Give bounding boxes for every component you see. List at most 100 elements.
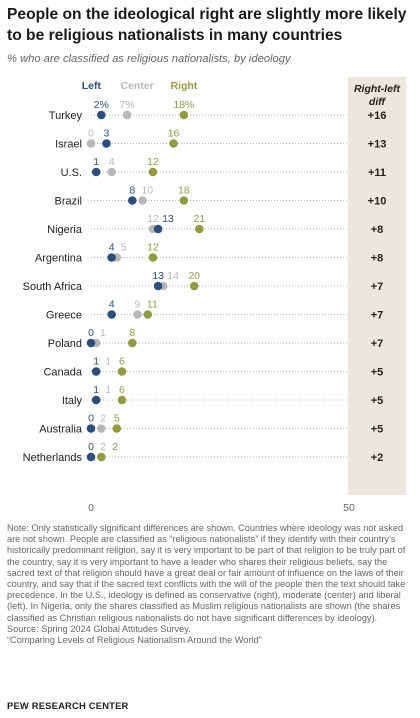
dot-center <box>133 310 142 319</box>
value-label-left: 4 <box>109 299 115 311</box>
diff-value: +10 <box>368 196 387 208</box>
dot-left <box>91 395 101 405</box>
value-label-left: 4 <box>109 242 115 254</box>
dot-right <box>117 395 127 405</box>
country-label: Brazil <box>54 196 82 208</box>
value-label-right: 18 <box>178 185 190 197</box>
diff-value: +2 <box>371 452 384 464</box>
dot-right <box>117 367 127 376</box>
value-label-left: 1 <box>93 384 99 396</box>
dot-right <box>189 281 199 291</box>
value-label-center: 2 <box>100 441 106 453</box>
dot-right <box>179 110 189 120</box>
source-text: Source: Spring 2024 Global Attitudes Sur… <box>7 623 191 634</box>
country-label: Netherlands <box>23 452 83 464</box>
diff-value: +5 <box>371 424 384 436</box>
country-label: Italy <box>62 395 83 407</box>
value-label-left: 13 <box>152 270 164 282</box>
diff-value: +7 <box>371 281 384 293</box>
dot-right <box>127 338 137 348</box>
dot-left <box>91 367 101 376</box>
value-label-left: 1 <box>93 156 99 168</box>
diff-value: +7 <box>371 338 384 350</box>
dot-right <box>148 167 158 177</box>
dot-center <box>122 110 132 120</box>
country-label: Australia <box>39 424 83 436</box>
diff-value: +5 <box>371 395 384 407</box>
dot-left <box>127 196 137 205</box>
country-label: Greece <box>46 310 82 322</box>
dot-left <box>86 452 96 462</box>
value-label-left: 0 <box>88 327 94 339</box>
diff-value: +7 <box>371 310 384 322</box>
value-label-right: 21 <box>194 213 206 225</box>
dot-right <box>195 224 204 234</box>
value-label-center: 14 <box>167 270 179 282</box>
x-tick-label: 0 <box>88 502 94 514</box>
value-label-center: 2 <box>100 413 106 425</box>
diff-value: +8 <box>371 224 384 236</box>
dot-center <box>138 196 147 205</box>
value-label-center: 9 <box>135 299 141 311</box>
value-label-center: 12 <box>147 213 159 225</box>
country-label: Israel <box>55 139 82 151</box>
value-label-center: 5 <box>121 242 127 254</box>
diff-header-line2: diff <box>368 96 386 108</box>
value-label-left: 8 <box>129 185 135 197</box>
dot-center <box>107 167 116 177</box>
value-label-left: 3 <box>104 128 110 140</box>
country-label: Argentina <box>35 253 83 265</box>
dot-right <box>169 139 178 148</box>
country-label: Canada <box>43 367 82 379</box>
country-label: Poland <box>48 338 82 350</box>
value-label-center: 0 <box>88 128 94 140</box>
value-label-right: 12 <box>147 156 159 168</box>
dot-left <box>107 253 116 262</box>
value-label-right: 18% <box>173 99 194 111</box>
value-label-center: 1 <box>100 327 106 339</box>
country-label: U.S. <box>61 167 82 179</box>
value-label-right: 12 <box>147 242 159 254</box>
value-label-left: 13 <box>162 213 174 225</box>
dot-left <box>153 281 163 291</box>
value-label-center: 1 <box>105 356 111 368</box>
legend-center: Center <box>120 80 153 92</box>
value-label-right: 16 <box>168 128 180 140</box>
dot-center <box>86 139 96 148</box>
value-label-right: 11 <box>147 299 158 311</box>
value-label-right: 6 <box>119 356 125 368</box>
dot-left <box>86 424 96 433</box>
value-label-center: 1 <box>105 384 111 396</box>
diff-value: +8 <box>371 253 384 265</box>
dot-right <box>112 424 122 433</box>
dot-right <box>97 452 106 462</box>
value-label-left: 0 <box>88 413 94 425</box>
chart-subtitle: % who are classified as religious nation… <box>7 53 291 65</box>
value-label-right: 6 <box>119 384 125 396</box>
value-label-center: 7% <box>120 99 135 111</box>
dot-left <box>97 110 106 120</box>
value-label-center: 4 <box>109 156 115 168</box>
diff-value: +5 <box>371 367 384 379</box>
value-label-right: 20 <box>188 270 200 282</box>
dot-left <box>153 224 163 234</box>
value-label-right: 2 <box>112 441 118 453</box>
value-label-left: 0 <box>88 441 94 453</box>
dot-left <box>91 167 101 177</box>
dot-left <box>86 338 96 348</box>
chart-title: People on the ideological right are slig… <box>7 6 407 44</box>
value-label-center: 10 <box>141 185 153 197</box>
legend-right: Right <box>170 80 197 92</box>
diff-value: +13 <box>368 139 387 151</box>
value-label-left: 1 <box>93 356 99 368</box>
diff-column-panel: Right-left diff <box>348 77 406 495</box>
value-label-left: 2% <box>94 99 109 111</box>
pew-logo-text: PEW RESEARCH CENTER <box>7 700 129 711</box>
dot-left <box>102 139 111 148</box>
chart-note: Note: Only statistically significant dif… <box>7 523 413 646</box>
diff-value: +11 <box>368 167 386 179</box>
x-tick-label: 50 <box>343 502 355 514</box>
legend-left: Left <box>82 80 102 92</box>
dot-right <box>148 253 158 262</box>
